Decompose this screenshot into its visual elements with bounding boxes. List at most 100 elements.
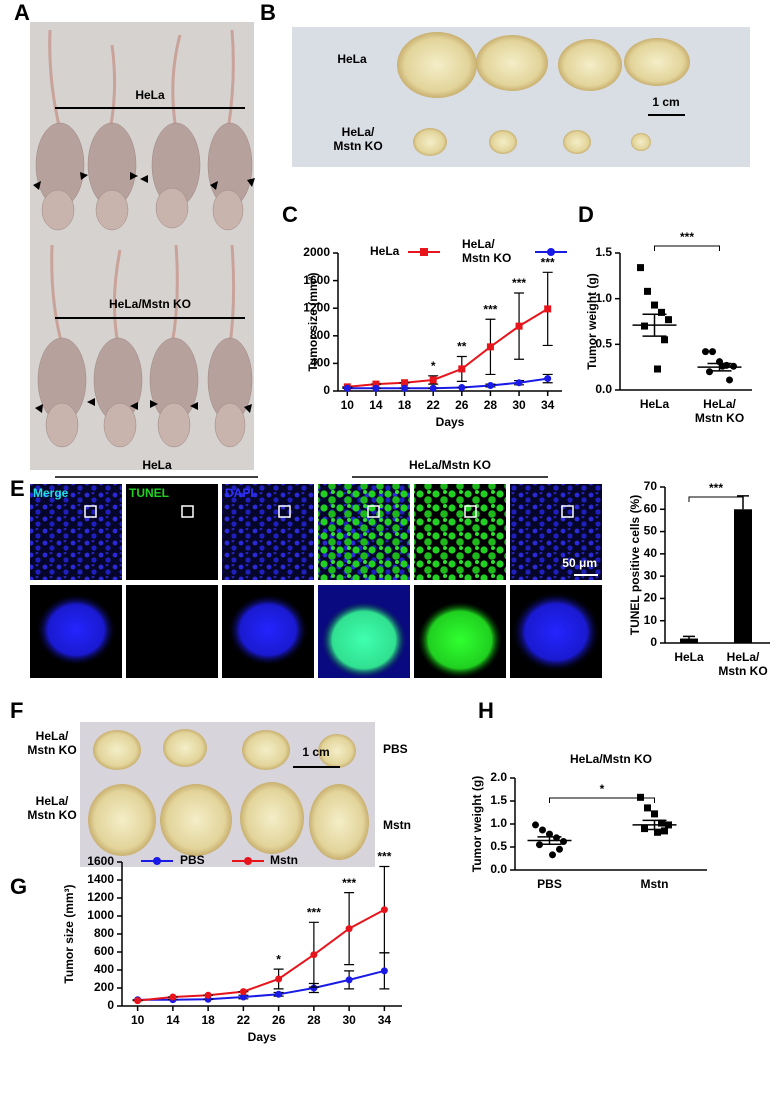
y-tick-label: 1.5 [490,793,507,807]
data-point [345,925,353,933]
x-tick-label: 26 [272,1013,286,1027]
data-point [239,988,247,996]
x-tick-label: 22 [237,1013,251,1027]
data-point [658,819,665,827]
data-point [641,825,648,833]
data-point [654,828,661,836]
y-axis-label: Tumor weight (g) [585,273,599,369]
data-point [709,348,716,356]
y-tick-label: 200 [94,980,114,994]
x-tick-label: 28 [484,398,498,412]
x-tick-label: 30 [342,1013,356,1027]
significance-label: * [276,952,281,966]
data-point [429,384,437,392]
y-tick-label: 0 [107,998,114,1012]
data-point [553,834,560,842]
significance-label: *** [512,276,526,290]
data-point [641,322,648,330]
y-tick-label: 2000 [303,245,330,259]
panel-label: E [10,476,25,501]
data-point [560,837,567,845]
data-point [654,365,661,373]
data-point [458,384,466,392]
data-point [658,308,665,316]
significance-bracket [549,797,655,803]
y-axis-label: Tumor size (mm³) [62,884,76,983]
data-point [532,821,539,829]
x-tick-label: 34 [378,1013,392,1027]
significance-bracket [654,245,720,251]
y-tick-label: 0 [650,635,657,649]
data-point [549,851,556,859]
x-tick-label: 14 [369,398,383,412]
significance-label: *** [709,481,723,495]
y-tick-label: 0.0 [595,382,612,396]
x-tick-label: 10 [131,1013,145,1027]
significance-label: *** [541,255,555,269]
y-tick-label: 1600 [87,854,114,868]
data-point [486,343,494,351]
row-label: HeLa [337,52,367,66]
legend-marker [547,248,555,256]
y-tick-label: 800 [310,328,330,342]
y-tick-label: 800 [94,926,114,940]
x-tick-label: 34 [541,398,555,412]
data-point [343,384,351,392]
y-tick-label: 600 [94,944,114,958]
row-label: HeLa/Mstn KO [27,794,76,822]
panel-label: G [10,874,27,899]
data-point [644,804,651,812]
y-tick-label: 1400 [87,872,114,886]
tumor-photo: 1 cm HeLa HeLa/Mstn KO [292,27,750,167]
error-bar [707,362,732,372]
data-point [134,997,142,1005]
panel-label: A [14,0,30,25]
data-point [651,810,658,818]
data-point [204,991,212,999]
y-tick-label: 1.0 [595,291,612,305]
x-tick-label: 30 [512,398,526,412]
x-tick-label: Mstn [641,877,669,891]
significance-label: * [431,359,436,373]
y-tick-label: 1200 [303,300,330,314]
y-tick-label: 50 [644,524,658,538]
panel-label: F [10,698,23,723]
x-tick-label: HeLa [640,397,670,411]
legend-label: HeLa/Mstn KO [462,237,511,265]
error-bar [642,819,667,831]
series-line [137,969,385,1001]
data-point [726,376,733,384]
x-axis-label: Days [436,415,465,429]
data-point [486,381,494,389]
significance-label: * [600,782,605,796]
group-label: HeLa/Mstn KO [109,297,191,311]
panel-labels: A B C D E F G H [10,0,594,899]
y-tick-label: 1000 [87,908,114,922]
data-point [429,376,437,384]
y-axis-label: Tumor size (mm³) [306,272,320,371]
channel-label: DAPI [225,486,254,500]
significance-label: *** [377,850,391,864]
x-tick-label: 22 [427,398,441,412]
data-point [644,287,651,295]
x-tick-label: 18 [398,398,412,412]
data-point [515,379,523,387]
data-point [310,951,318,959]
data-point [546,830,553,838]
treatment-label: Mstn [383,818,411,832]
data-point [345,976,353,984]
data-point [544,375,552,383]
data-point [169,993,177,1001]
data-point [401,384,409,392]
x-tick-label: 28 [307,1013,321,1027]
data-point [544,305,552,313]
significance-label: *** [680,230,694,244]
treated-tumor-photo: 1 cm HeLa/Mstn KO HeLa/Mstn KO PBS Mstn [27,722,411,867]
error-bar [683,635,695,639]
data-point [556,845,563,853]
y-tick-label: 70 [644,479,658,493]
y-axis-label: TUNEL positive cells (%) [628,495,642,635]
legend-marker [244,857,252,865]
